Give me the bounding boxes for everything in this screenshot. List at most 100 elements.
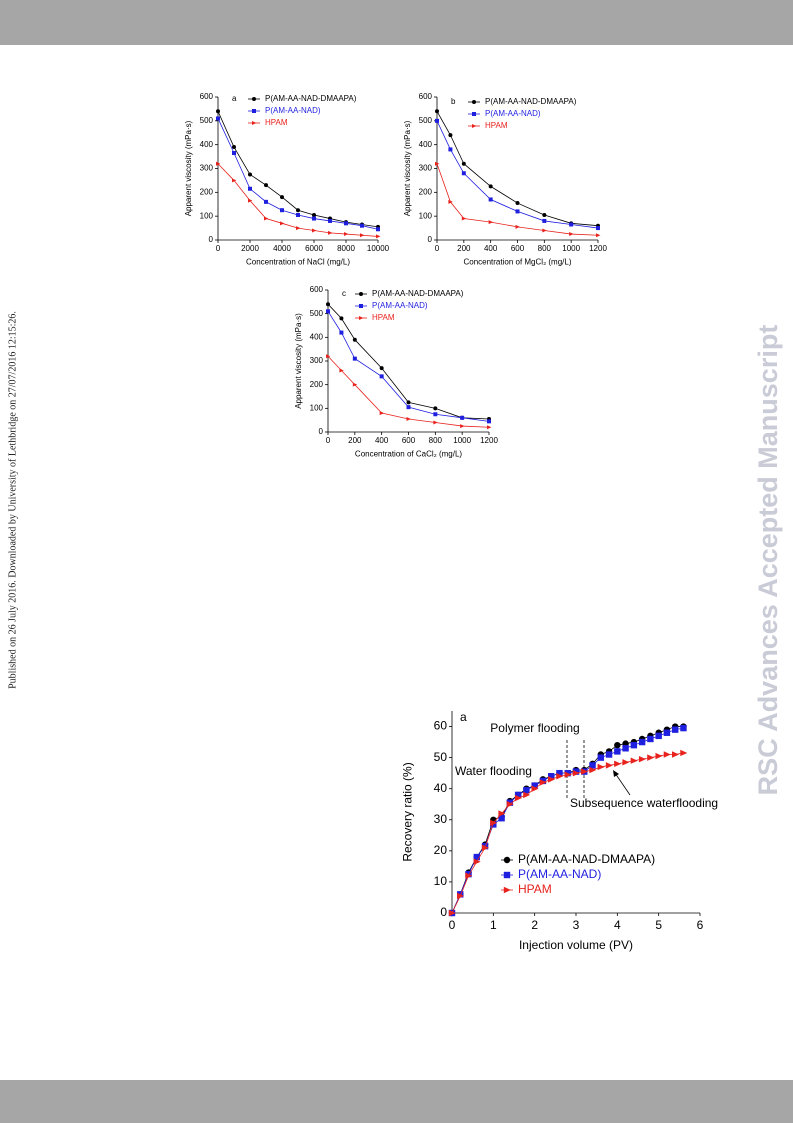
marker [548, 776, 556, 783]
annotation: Polymer flooding [490, 721, 579, 735]
marker [515, 209, 520, 214]
marker [556, 769, 563, 777]
x-tick-label: 2 [531, 918, 538, 932]
marker [581, 768, 589, 775]
marker [663, 751, 671, 758]
legend-label: P(AM-AA-NAD-DMAAPA) [485, 97, 577, 106]
marker [448, 133, 453, 138]
marker [498, 815, 505, 822]
marker [339, 368, 344, 373]
marker [514, 791, 522, 799]
y-tick-label: 0 [428, 235, 433, 244]
marker [328, 218, 332, 223]
legend-marker [503, 856, 511, 864]
marker [461, 171, 466, 176]
y-tick-label: 10 [434, 874, 448, 888]
marker [506, 801, 514, 808]
marker [379, 366, 384, 371]
series-line [217, 118, 379, 230]
y-tick-label: 100 [419, 211, 433, 220]
marker [596, 233, 601, 238]
marker [352, 337, 357, 342]
marker [433, 420, 438, 425]
marker [605, 762, 613, 769]
legend-label: HPAM [265, 118, 288, 127]
y-tick-label: 400 [419, 140, 433, 149]
legend-marker [472, 100, 476, 104]
marker [490, 819, 498, 827]
marker [680, 724, 687, 732]
x-tick-label: 1 [490, 918, 497, 932]
legend-marker [472, 112, 476, 116]
legend-marker [359, 304, 363, 308]
marker [264, 199, 268, 204]
x-tick-label: 1200 [480, 436, 498, 445]
marker [564, 771, 572, 778]
marker [326, 354, 331, 359]
marker [614, 760, 622, 768]
panel-label: a [460, 710, 467, 724]
legend-label: HPAM [518, 882, 552, 896]
marker [406, 400, 411, 405]
series-line [436, 111, 599, 227]
y-tick-label: 500 [310, 309, 324, 318]
arrow-head [613, 770, 619, 777]
marker [433, 412, 438, 417]
panel-label: a [232, 94, 237, 103]
marker [614, 741, 621, 749]
marker [406, 416, 411, 421]
legend-marker [472, 124, 477, 128]
marker [465, 872, 473, 879]
header-bar [0, 0, 793, 45]
marker [352, 382, 358, 387]
marker [435, 161, 440, 166]
y-tick-label: 400 [310, 332, 324, 341]
marker [435, 109, 439, 114]
marker [339, 316, 344, 321]
legend-marker [252, 97, 256, 101]
marker [312, 216, 316, 221]
y-axis-title: Apparent viscosity (mPa·s) [294, 313, 303, 409]
marker [663, 729, 671, 736]
x-tick-label: 4000 [273, 244, 291, 253]
marker [352, 356, 357, 361]
marker [296, 208, 300, 213]
legend-label: P(AM-AA-NAD) [265, 106, 321, 115]
marker [360, 233, 365, 238]
x-tick-label: 1000 [562, 244, 580, 253]
x-tick-label: 2000 [241, 244, 259, 253]
marker [264, 183, 268, 188]
x-tick-label: 3 [573, 918, 580, 932]
series-line [451, 726, 684, 914]
marker [379, 411, 385, 416]
y-tick-label: 100 [310, 403, 324, 412]
marker [379, 374, 384, 379]
y-tick-label: 200 [310, 380, 324, 389]
x-axis-title: Concentration of MgCl₂ (mg/L) [463, 257, 571, 266]
marker [448, 147, 453, 152]
marker [622, 759, 630, 766]
marker [638, 755, 646, 763]
x-tick-label: 1200 [589, 244, 607, 253]
x-axis-title: Injection volume (PV) [519, 938, 633, 952]
series-line [436, 120, 599, 229]
marker [596, 226, 600, 231]
panel-label: c [342, 289, 346, 298]
y-tick-label: 0 [209, 235, 214, 244]
y-tick-label: 300 [419, 164, 433, 173]
x-tick-label: 800 [538, 244, 552, 253]
marker [406, 405, 411, 410]
x-tick-label: 8000 [337, 244, 355, 253]
annotation-arrow [614, 772, 631, 796]
legend-marker [252, 121, 257, 125]
marker [498, 810, 506, 817]
marker [672, 751, 680, 758]
legend-label: P(AM-AA-NAD-DMAAPA) [265, 94, 357, 103]
marker [523, 791, 531, 799]
marker [448, 199, 453, 204]
y-axis-title: Apparent viscosity (mPa·s) [184, 120, 193, 216]
legend-marker [252, 109, 256, 113]
marker [280, 221, 285, 226]
y-tick-label: 30 [434, 812, 448, 826]
x-tick-label: 5 [655, 918, 662, 932]
